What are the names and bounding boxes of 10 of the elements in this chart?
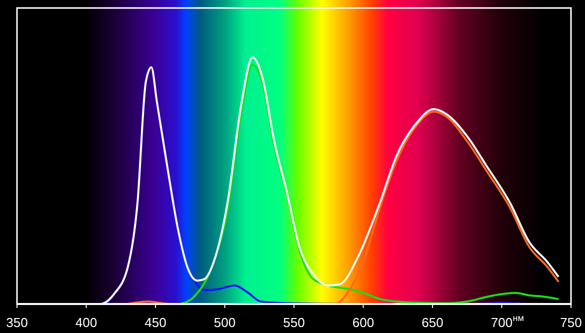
x-tick-label: 650 bbox=[422, 315, 444, 330]
x-tick-label: 550 bbox=[283, 315, 305, 330]
x-tick-label: 600 bbox=[352, 315, 374, 330]
x-tick-label: 750 bbox=[560, 315, 582, 330]
x-tick-label: 350 bbox=[6, 315, 28, 330]
x-axis-title: нм bbox=[512, 313, 524, 323]
x-tick-label: 400 bbox=[75, 315, 98, 330]
x-tick-label: 700 bbox=[490, 315, 513, 330]
x-tick-label: 450 bbox=[144, 315, 166, 330]
x-tick-label: 500 bbox=[214, 315, 236, 330]
